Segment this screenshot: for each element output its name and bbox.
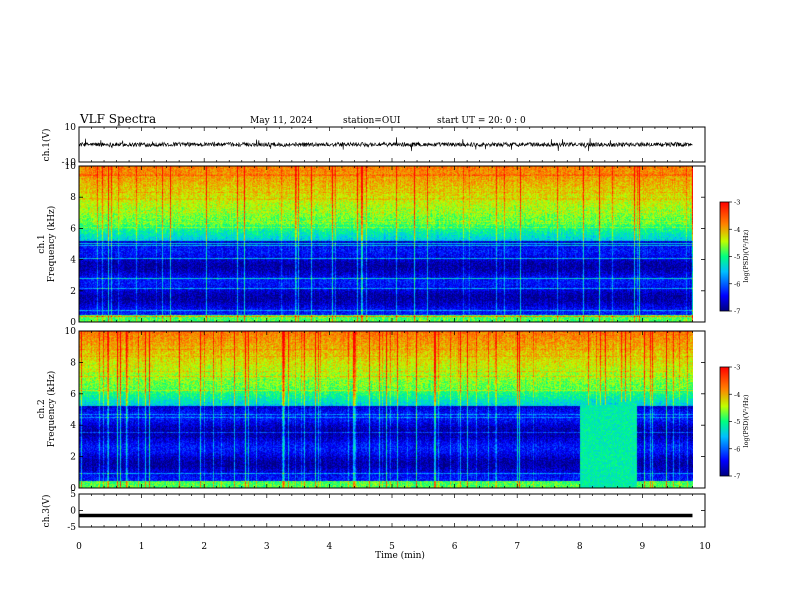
ch2-colorbar-tick-label: -6 — [734, 445, 740, 453]
ch2-colorbar-tick-label: -5 — [734, 418, 740, 426]
ch3-waveform-axes: 5 0 -5 — [67, 490, 706, 533]
ch3-waveform-y-tick-label: 0 — [70, 507, 76, 517]
time-tick-label: 4 — [327, 542, 333, 552]
time-tick-label: 3 — [264, 542, 270, 552]
ch1-spectrogram-y-tick-label: 2 — [70, 287, 76, 297]
time-tick-label: 6 — [452, 542, 458, 552]
ch1-spectrogram-y-tick-label: 6 — [70, 224, 76, 234]
ch2-colorbar-tick-label: -4 — [734, 391, 740, 399]
ch2-spectrogram-ylabel-frequency: Frequency (kHz) — [46, 371, 57, 448]
ch1-colorbar-scale — [719, 201, 730, 312]
ch1-waveform-line — [78, 137, 693, 152]
ch2-spectrogram-y-tick-label: 6 — [70, 390, 76, 400]
ch2-colorbar-tick-label: -7 — [734, 473, 740, 481]
ch1-colorbar-tick-label: -5 — [734, 253, 740, 261]
ch2-spectrogram-y-tick-label: 0 — [70, 484, 76, 494]
time-tick-label: 10 — [699, 542, 711, 552]
ch1-colorbar-label: log(PSD)(V²/Hz) — [742, 229, 750, 282]
time-tick-label: 9 — [640, 542, 646, 552]
ch3-waveform-y-tick-label: 5 — [70, 490, 76, 500]
ch2-spectrogram-axes: 0 2 4 6 8 10 — [65, 327, 706, 494]
station-label: station=OUI — [343, 116, 401, 126]
time-tick-label: 2 — [201, 542, 207, 552]
ch1-spectrogram-y-tick-label: 8 — [70, 193, 76, 203]
time-tick-label: 0 — [76, 542, 82, 552]
ch1-spectrogram-y-tick-label: 4 — [70, 256, 76, 266]
ch1-spectrogram-panel: 0 2 4 6 8 10 ch.1 Frequency (kHz) — [37, 162, 706, 328]
figure-title: VLF Spectra — [79, 112, 156, 126]
ch1-spectrogram-y-tick-label: 10 — [65, 162, 77, 172]
ch2-colorbar-label: log(PSD)(V²/Hz) — [742, 394, 750, 447]
ch3-waveform-y-tick-label: -5 — [67, 523, 76, 533]
ch1-spectrogram-image — [79, 166, 693, 322]
ch1-spectrogram-ylabel-frequency: Frequency (kHz) — [46, 206, 57, 283]
ch2-spectrogram-panel: 0 2 4 6 8 10 ch.2 Frequency (kHz) — [37, 327, 706, 494]
ch2-colorbar-tick-label: -3 — [734, 364, 740, 372]
ch1-waveform-trace — [78, 137, 693, 152]
ch1-spectrogram-y-tick-label: 0 — [70, 318, 76, 328]
ch1-spectrogram-ylabel-channel: ch.1 — [37, 234, 47, 253]
ch2-spectrogram-y-tick-label: 8 — [70, 358, 76, 368]
ch1-colorbar: -3 -4 -5 -6 -7 log(PSD)(V²/Hz) — [719, 199, 750, 316]
ch1-colorbar-tick-label: -6 — [734, 280, 740, 288]
ch2-spectrogram-y-tick-label: 10 — [65, 327, 77, 337]
ch1-spectrogram-axes: 0 2 4 6 8 10 — [65, 162, 706, 328]
ch2-colorbar-ticks: -3 -4 -5 -6 -7 — [729, 364, 740, 481]
time-tick-label: 7 — [514, 542, 520, 552]
ch1-colorbar-tick-label: -7 — [734, 308, 740, 316]
ch2-spectrogram-y-tick-label: 4 — [70, 421, 76, 431]
ch1-colorbar-tick-label: -4 — [734, 226, 740, 234]
ch3-waveform-panel: 5 0 -5 ch.3(V) — [41, 490, 706, 533]
ch2-colorbar-scale — [719, 366, 730, 477]
ch2-colorbar: -3 -4 -5 -6 -7 log(PSD)(V²/Hz) — [719, 364, 750, 481]
time-tick-label: 8 — [577, 542, 583, 552]
ch1-waveform-ylabel: ch.1(V) — [41, 129, 52, 162]
ch1-waveform-panel: 10 -10 ch.1(V) — [41, 123, 706, 168]
ch1-waveform-y-tick-label: 10 — [65, 123, 77, 133]
ch1-waveform-y-tick-label: -10 — [62, 158, 77, 168]
time-tick-label: 1 — [139, 542, 145, 552]
time-axis-label: Time (min) — [375, 550, 425, 561]
ch2-spectrogram-image — [79, 331, 693, 488]
start-time-label: start UT = 20: 0 : 0 — [437, 116, 526, 126]
ch1-colorbar-tick-label: -3 — [734, 199, 740, 207]
time-axis: 0 1 2 3 4 5 6 7 8 9 10 — [76, 542, 711, 552]
ch2-spectrogram-ylabel-channel: ch.2 — [37, 399, 47, 418]
ch3-waveform-frame — [78, 493, 706, 528]
ch3-waveform-ylabel: ch.3(V) — [41, 495, 52, 528]
ch1-colorbar-ticks: -3 -4 -5 -6 -7 — [729, 199, 740, 316]
ch1-waveform-axes: 10 -10 — [62, 123, 706, 168]
date-label: May 11, 2024 — [250, 116, 313, 126]
time-tick-label: 5 — [389, 542, 395, 552]
ch2-spectrogram-y-tick-label: 2 — [70, 453, 76, 463]
